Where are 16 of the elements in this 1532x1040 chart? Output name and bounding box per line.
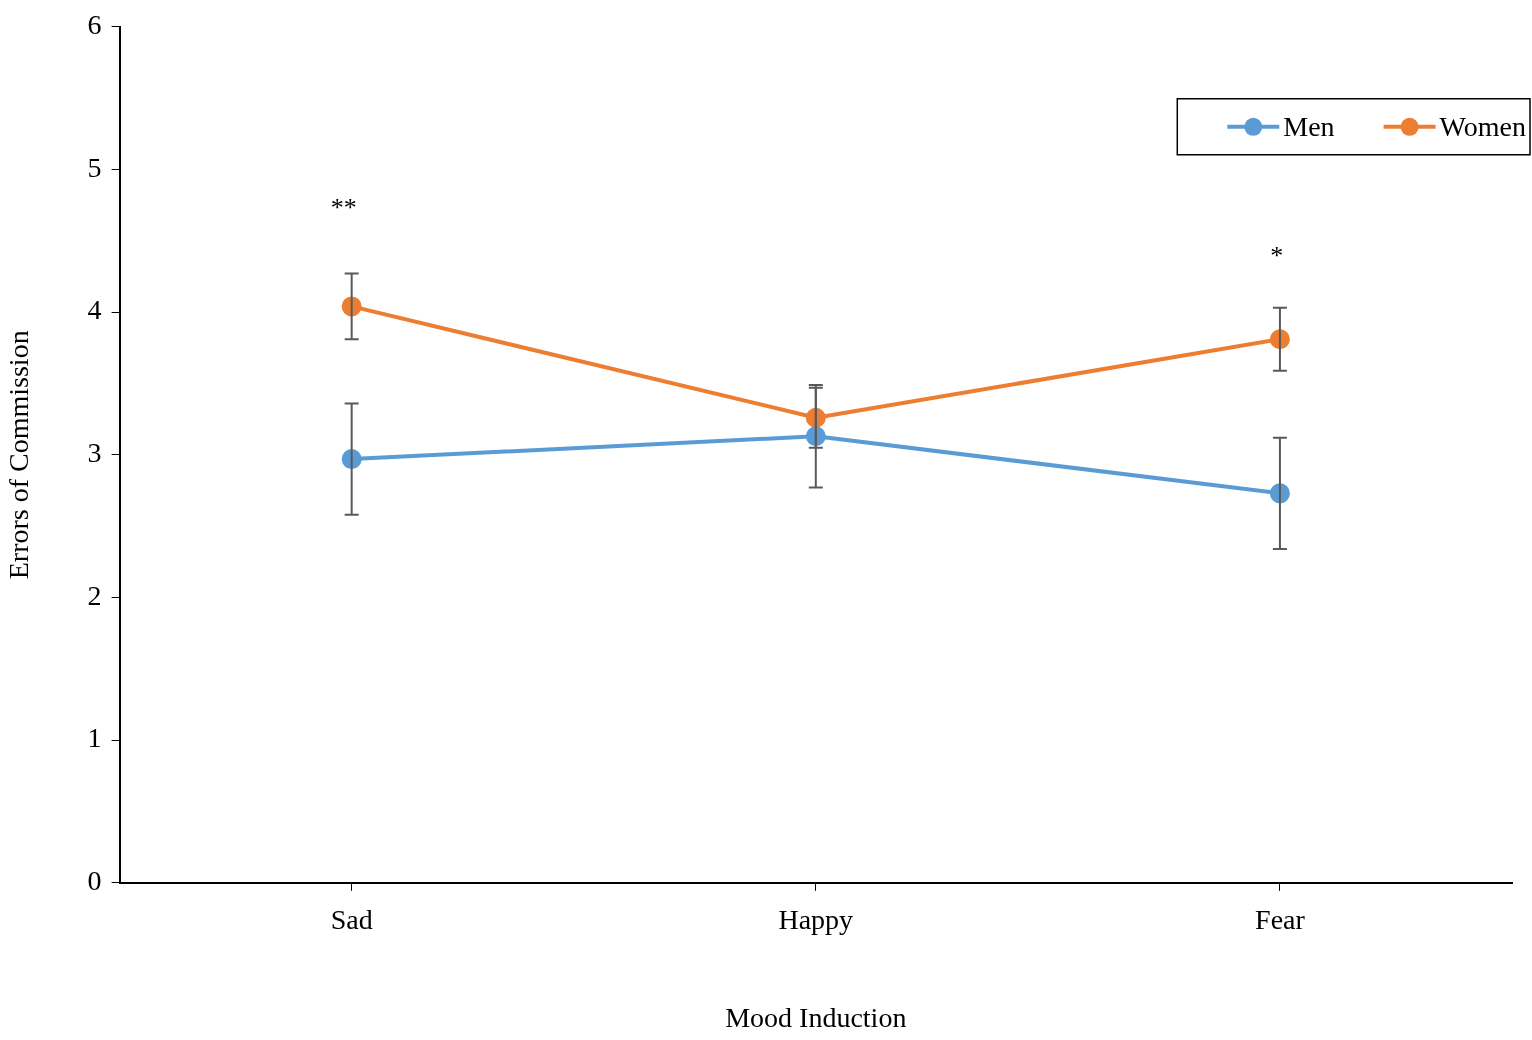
annotation: * xyxy=(1270,240,1284,270)
x-tick-label: Fear xyxy=(1255,903,1306,935)
legend-label: Men xyxy=(1283,111,1335,143)
x-axis-title: Mood Induction xyxy=(725,1001,907,1033)
annotation: ** xyxy=(330,192,357,222)
y-tick-label: 6 xyxy=(87,9,102,41)
x-tick-label: Happy xyxy=(778,903,854,935)
x-tick-label: Sad xyxy=(330,903,373,935)
legend-label: Women xyxy=(1439,111,1527,143)
y-tick-label: 2 xyxy=(87,579,102,611)
y-axis-title: Errors of Commission xyxy=(3,330,35,580)
y-tick-label: 3 xyxy=(87,437,102,469)
y-tick-label: 1 xyxy=(87,722,102,754)
y-tick-label: 0 xyxy=(87,865,102,897)
y-tick-label: 4 xyxy=(87,294,102,326)
y-tick-label: 5 xyxy=(87,151,102,183)
